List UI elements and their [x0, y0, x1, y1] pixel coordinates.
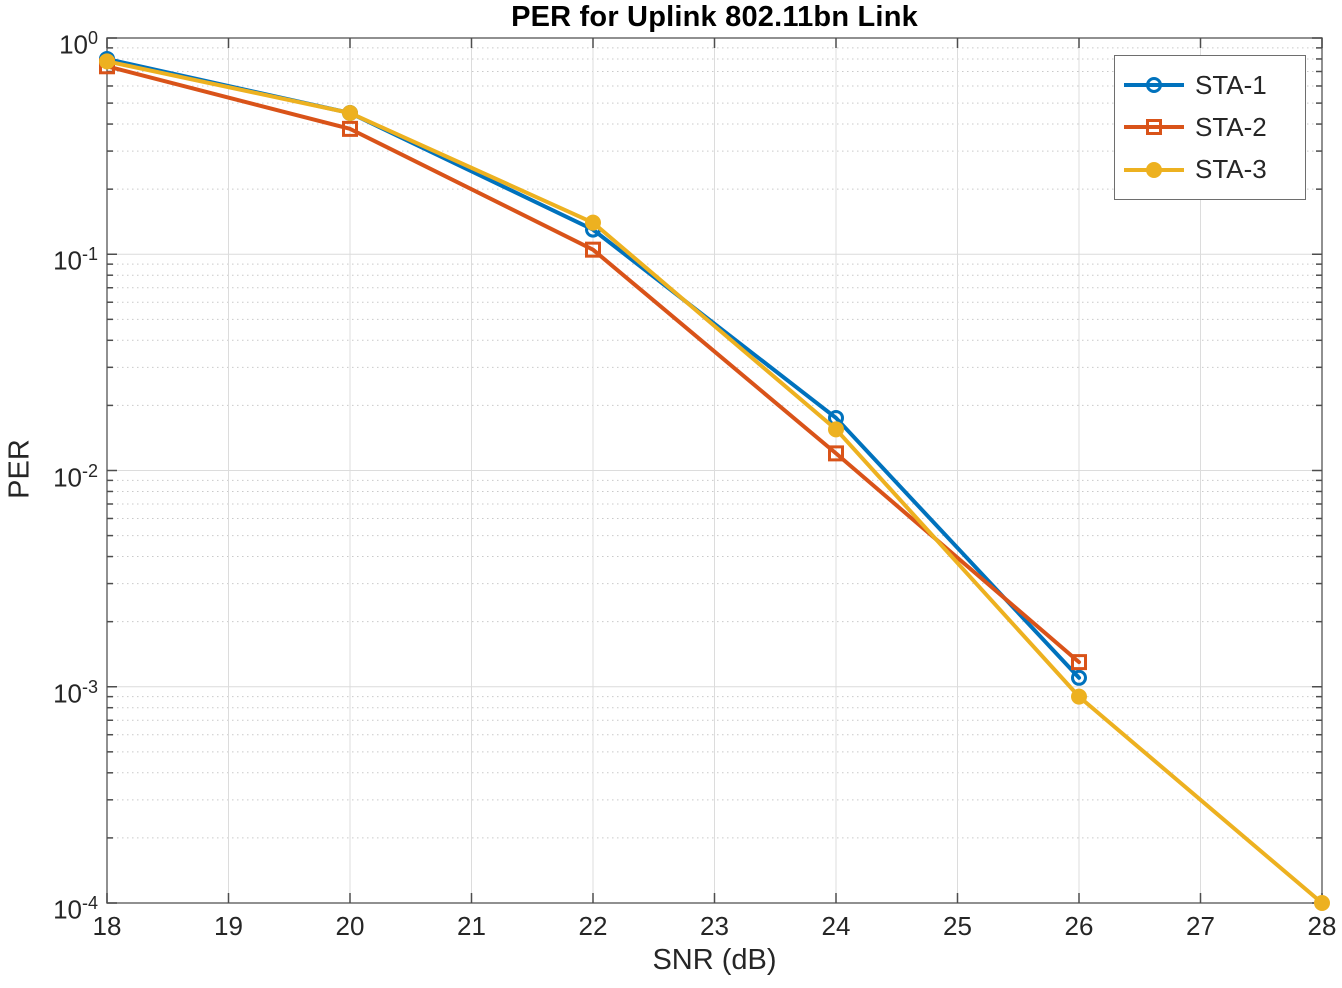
x-tick-label: 23 — [700, 911, 729, 941]
data-point-marker — [1071, 669, 1087, 686]
data-point-marker — [99, 53, 115, 70]
data-point-marker — [1146, 161, 1162, 178]
data-point-marker — [585, 241, 601, 258]
data-point-marker — [342, 104, 358, 121]
data-point-marker — [342, 120, 358, 137]
series-sta-3-line — [105, 59, 1324, 905]
legend-line-marker-icon — [1124, 77, 1184, 94]
y-tick-label: 10-1 — [53, 244, 98, 276]
data-point-marker — [1146, 119, 1162, 136]
legend-label: STA-1 — [1195, 69, 1267, 100]
x-tick-label: 18 — [92, 911, 122, 941]
legend-label: STA-2 — [1195, 111, 1267, 142]
series-sta-2 — [99, 58, 1087, 671]
series-sta-3 — [99, 53, 1330, 911]
x-tick-label: 21 — [457, 911, 486, 941]
y-tick-label: 10-3 — [53, 676, 98, 709]
y-tick-label: 100 — [59, 28, 98, 60]
x-tick-label: 20 — [335, 911, 365, 941]
x-tick-label: 19 — [214, 911, 243, 941]
chart-title: PER for Uplink 802.11bn Link — [511, 1, 918, 33]
legend-entry-sta-2: STA-2 — [1122, 112, 1301, 143]
data-point-marker — [1071, 654, 1087, 671]
x-tick-label: 26 — [1064, 911, 1094, 941]
legend-label: STA-3 — [1195, 154, 1267, 185]
x-tick-label: 22 — [578, 911, 608, 941]
legend-entry-sta-1: STA-1 — [1122, 70, 1301, 101]
x-tick-label: 27 — [1186, 911, 1215, 941]
legend: STA-1 STA-2 STA-3 — [1114, 55, 1306, 200]
legend-line-marker-icon — [1124, 161, 1184, 178]
x-axis-label: SNR (dB) — [652, 944, 777, 976]
data-point-marker — [1314, 895, 1330, 911]
data-point-marker — [828, 421, 844, 438]
data-point-marker — [1146, 77, 1162, 94]
data-point-marker — [585, 214, 601, 231]
y-tick-label: 10-2 — [53, 460, 98, 493]
data-point-marker — [1071, 688, 1087, 705]
x-tick-label: 25 — [943, 911, 972, 941]
legend-entry-sta-3: STA-3 — [1122, 154, 1301, 185]
legend-line-marker-icon — [1124, 119, 1184, 136]
x-tick-label: 24 — [821, 911, 851, 941]
y-tick-label: 10-4 — [53, 893, 98, 925]
data-point-marker — [828, 445, 844, 462]
x-tick-label: 28 — [1307, 911, 1337, 941]
series-sta-2-line — [105, 64, 1081, 665]
